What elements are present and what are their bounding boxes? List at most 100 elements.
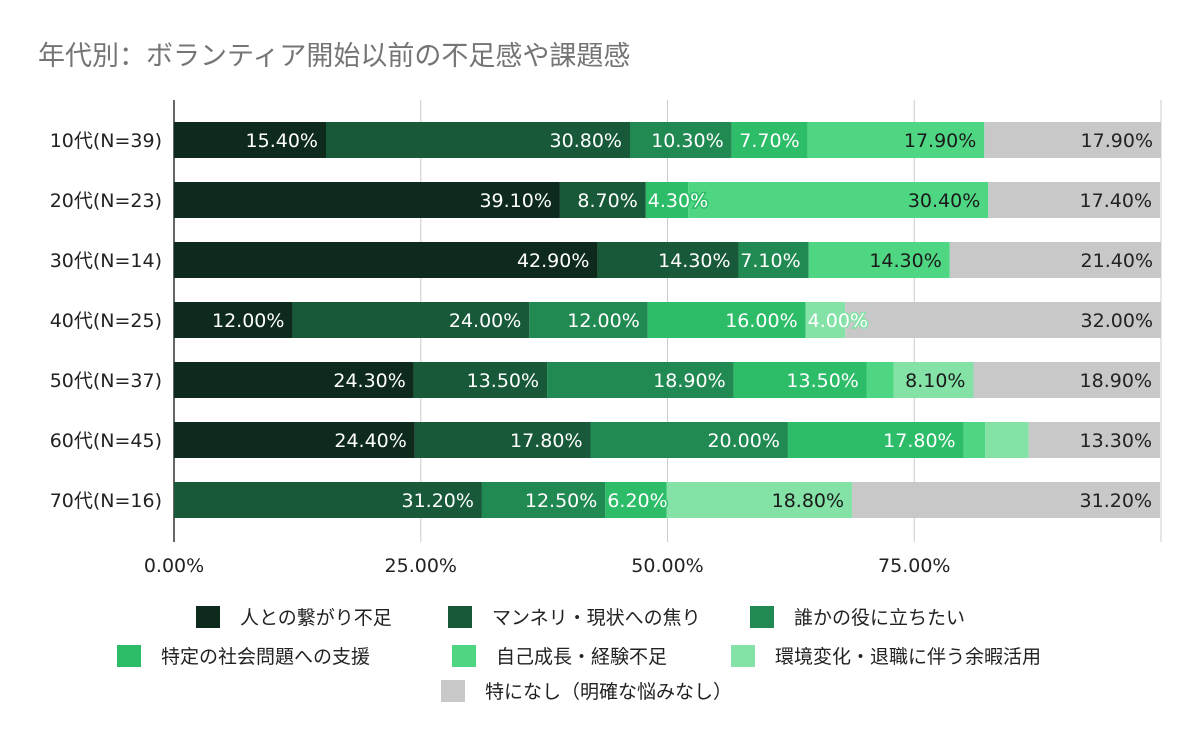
bar-segment xyxy=(174,242,598,278)
bar-segment xyxy=(629,122,732,158)
bar-segment xyxy=(731,122,808,158)
bar-segment xyxy=(988,182,1161,218)
bar-segment xyxy=(805,302,846,338)
bar-segment xyxy=(973,362,1161,398)
bar-segment xyxy=(787,422,964,458)
bar-segment xyxy=(174,302,293,338)
bar-data-label: 13.30% xyxy=(1080,430,1152,452)
bar-data-label: 30.80% xyxy=(550,130,622,152)
bar-data-label: 31.20% xyxy=(1080,490,1152,512)
bar-segment xyxy=(1028,422,1161,458)
bar-segment xyxy=(590,422,788,458)
bar-data-label: 13.50% xyxy=(786,370,858,392)
legend-swatch xyxy=(452,645,476,667)
bar-segment xyxy=(174,422,415,458)
x-tick-label: 75.00% xyxy=(878,555,950,577)
bar-segment xyxy=(845,302,1161,338)
bar-data-label: 14.30% xyxy=(869,250,941,272)
legend-label: 自己成長・経験不足 xyxy=(496,646,667,668)
bar-data-label: 6.20% xyxy=(607,490,667,512)
category-label: 60代(N=45) xyxy=(50,430,162,452)
bar-segment xyxy=(985,422,1029,458)
bar-data-label: 32.00% xyxy=(1081,310,1153,332)
bar-data-label: 14.30% xyxy=(658,250,730,272)
category-label: 70代(N=16) xyxy=(50,490,162,512)
bar-segment xyxy=(292,302,530,338)
category-label: 50代(N=37) xyxy=(50,370,162,392)
bar-segment xyxy=(414,422,591,458)
legend-swatch xyxy=(196,606,220,628)
bar-data-label: 42.90% xyxy=(517,250,589,272)
bar-segment xyxy=(174,362,414,398)
bar-segment xyxy=(893,362,974,398)
category-label: 30代(N=14) xyxy=(50,250,162,272)
bar-segment xyxy=(174,482,482,518)
labels-layer: 15.40% 30.80% 10.30% 7.70% 17.90% 17.90% 39.10… xyxy=(212,130,1153,514)
bar-data-label: 12.50% xyxy=(525,490,597,512)
bar-segment xyxy=(963,422,986,458)
bar-segment xyxy=(866,362,894,398)
axis-layer: 0.00% 25.00% 50.00% 75.00% 10代(N=39) 20代(N=23… xyxy=(50,130,951,577)
legend-label: マンネリ・現状への焦り xyxy=(492,607,701,629)
bar-data-label: 15.40% xyxy=(246,130,318,152)
bar-segment xyxy=(733,362,867,398)
bar-segment xyxy=(688,182,989,218)
bar-data-label: 17.40% xyxy=(1080,190,1152,212)
bar-segment xyxy=(949,242,1161,278)
bar-segment xyxy=(645,182,689,218)
bar-data-label: 16.00% xyxy=(725,310,797,332)
bar-segment xyxy=(547,362,734,398)
bar-data-label: 17.90% xyxy=(904,130,976,152)
legend-label: 誰かの役に立ちたい xyxy=(794,607,965,629)
category-label: 10代(N=39) xyxy=(50,130,162,152)
bar-data-label: 17.90% xyxy=(1081,130,1153,152)
bar-segment xyxy=(597,242,739,278)
bar-segment xyxy=(174,122,326,158)
bars-layer xyxy=(174,122,1161,518)
bar-data-label: 7.70% xyxy=(739,130,799,152)
bar-segment xyxy=(325,122,630,158)
bar-data-label: 24.00% xyxy=(449,310,521,332)
bar-segment xyxy=(852,482,1161,518)
bar-data-label: 20.00% xyxy=(707,430,779,452)
bar-data-label: 18.90% xyxy=(1080,370,1152,392)
bar-data-label: 4.00% xyxy=(808,310,868,332)
bar-data-label: 18.90% xyxy=(653,370,725,392)
legend-label: 人との繋がり不足 xyxy=(240,607,392,629)
legend-swatch xyxy=(731,645,755,667)
bar-data-label: 12.00% xyxy=(212,310,284,332)
bar-segment xyxy=(413,362,548,398)
legend-label: 特定の社会問題への支援 xyxy=(161,646,370,668)
legend-label: 環境変化・退職に伴う余暇活用 xyxy=(775,646,1041,668)
bar-data-label: 24.30% xyxy=(333,370,405,392)
bar-data-label: 24.40% xyxy=(334,430,406,452)
legend-swatch xyxy=(117,645,141,667)
bar-data-label: 39.10% xyxy=(479,190,551,212)
bar-segment xyxy=(738,242,809,278)
bar-data-label: 13.50% xyxy=(467,370,539,392)
bar-data-label: 17.80% xyxy=(510,430,582,452)
x-tick-label: 25.00% xyxy=(385,555,457,577)
bar-data-label: 18.80% xyxy=(772,490,844,512)
bar-data-label: 21.40% xyxy=(1081,250,1153,272)
bar-data-label: 30.40% xyxy=(908,190,980,212)
bar-data-label: 8.70% xyxy=(577,190,637,212)
bar-data-label: 31.20% xyxy=(401,490,473,512)
bar-segment xyxy=(807,122,985,158)
bar-data-label: 4.30% xyxy=(648,190,708,212)
bar-segment xyxy=(984,122,1161,158)
legend-label: 特になし（明確な悩みなし） xyxy=(485,681,732,703)
bar-data-label: 8.10% xyxy=(905,370,965,392)
x-tick-label: 0.00% xyxy=(144,555,204,577)
category-label: 20代(N=23) xyxy=(50,190,162,212)
x-tick-label: 50.00% xyxy=(631,555,703,577)
bar-segment xyxy=(647,302,806,338)
bar-data-label: 7.10% xyxy=(740,250,800,272)
bar-segment xyxy=(808,242,950,278)
bar-segment xyxy=(559,182,646,218)
bar-data-label: 12.00% xyxy=(567,310,639,332)
legend-swatch xyxy=(448,606,472,628)
bar-data-label: 17.80% xyxy=(883,430,955,452)
